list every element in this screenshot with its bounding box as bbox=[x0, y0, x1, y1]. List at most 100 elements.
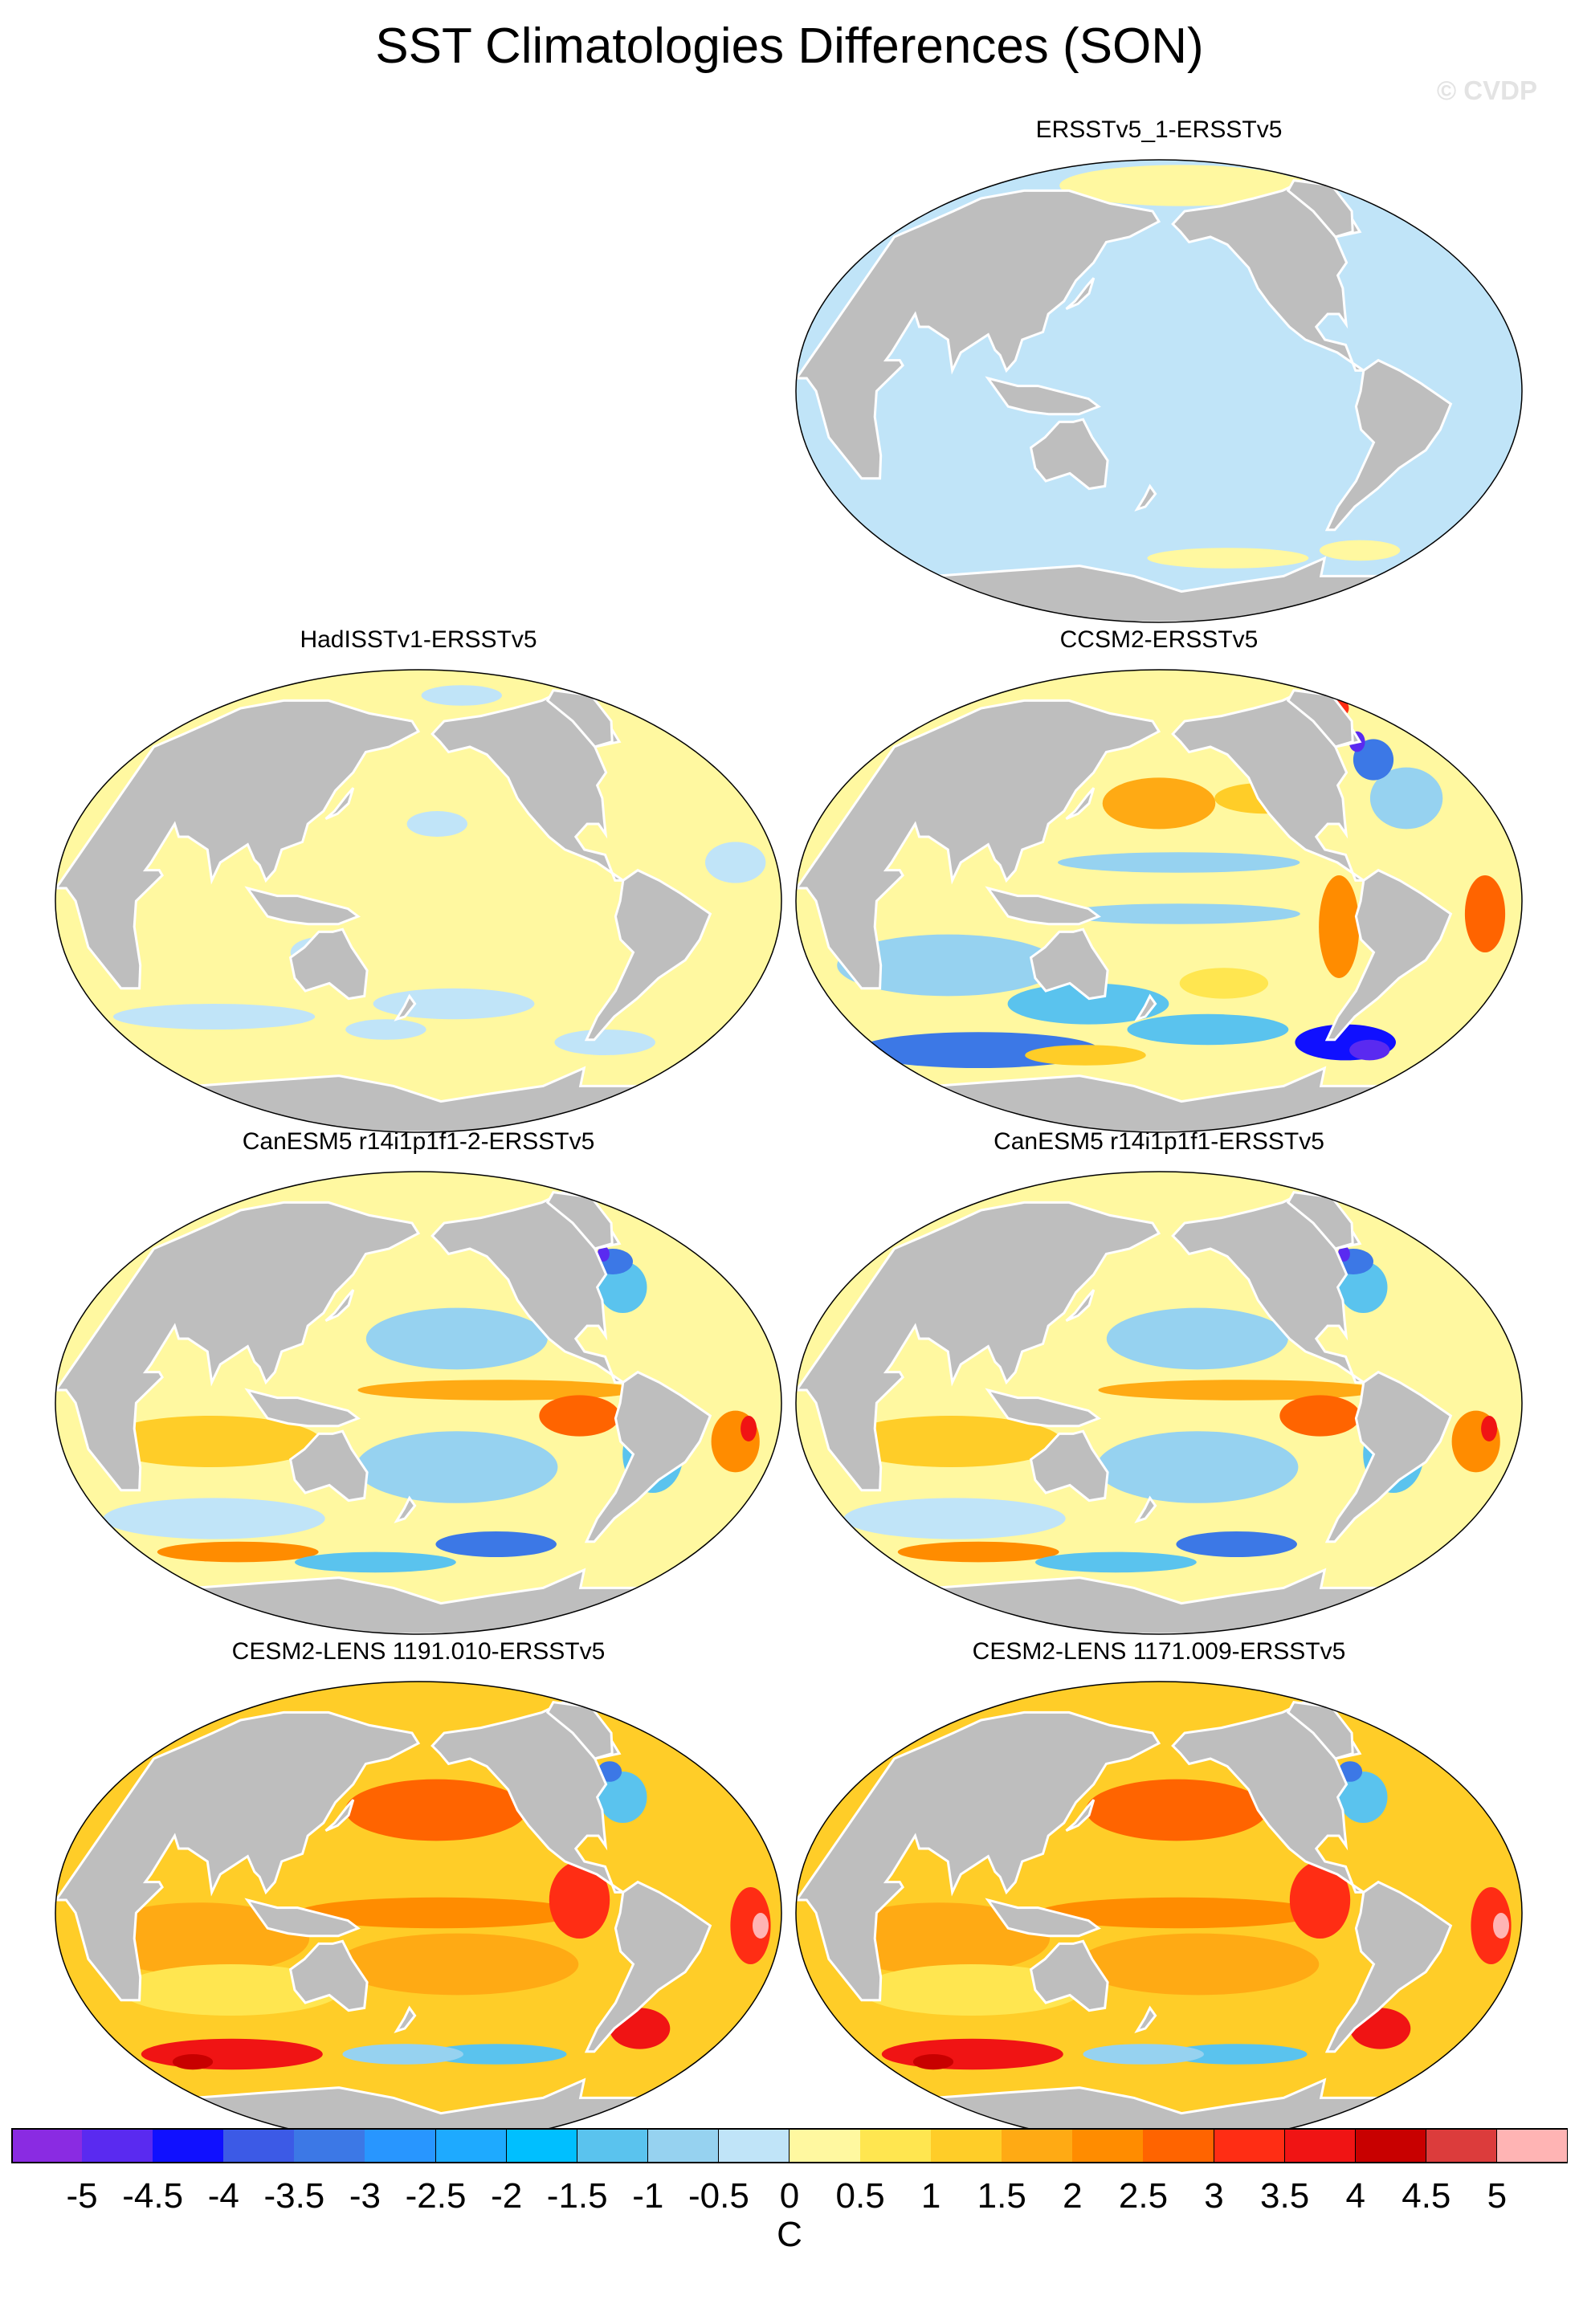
land-mass bbox=[1065, 1289, 1096, 1322]
anomaly-region bbox=[406, 811, 467, 837]
anomaly-region bbox=[912, 2054, 954, 2070]
anomaly-region bbox=[1025, 1045, 1146, 1066]
anomaly-region bbox=[843, 1498, 1066, 1539]
land-mass bbox=[394, 993, 417, 1021]
anomaly-region bbox=[113, 1004, 316, 1029]
colorbar-tick-label: -2.5 bbox=[405, 2176, 467, 2216]
anomaly-region bbox=[598, 1262, 647, 1313]
anomaly-region bbox=[120, 1964, 342, 2016]
anomaly-region bbox=[860, 1964, 1083, 2016]
land-mass bbox=[796, 699, 1161, 990]
land-mass bbox=[1065, 1799, 1096, 1832]
colorbar-tick-label: 4.5 bbox=[1402, 2176, 1451, 2216]
world-map bbox=[795, 1171, 1523, 1635]
land-mass bbox=[1029, 1939, 1109, 2012]
map-panel: CCSM2-ERSSTv5 bbox=[794, 626, 1524, 1140]
map-panel: CESM2-LENS 1171.009-ERSSTv5 bbox=[794, 1638, 1524, 2152]
map-border bbox=[795, 669, 1523, 1133]
colorbar-segment bbox=[82, 2128, 153, 2163]
map-panel: CESM2-LENS 1191.010-ERSSTv5 bbox=[53, 1638, 784, 2152]
world-map bbox=[795, 159, 1523, 623]
colorbar-segment bbox=[647, 2128, 720, 2163]
colorbar-segment bbox=[931, 2128, 1002, 2163]
anomaly-region bbox=[297, 1897, 580, 1929]
panel-title: ERSSTv5_1-ERSSTv5 bbox=[1035, 116, 1283, 143]
map-panel: ERSSTv5_1-ERSSTv5 bbox=[794, 116, 1524, 630]
land-mass bbox=[324, 787, 355, 820]
anomaly-region bbox=[897, 1541, 1059, 1563]
anomaly-region bbox=[345, 1779, 527, 1841]
colorbar-segment bbox=[860, 2128, 932, 2163]
colorbar-tick-label: -4 bbox=[207, 2176, 239, 2216]
colorbar-tick-label: -3.5 bbox=[263, 2176, 325, 2216]
land-mass bbox=[244, 886, 361, 926]
land-mass bbox=[584, 868, 712, 1042]
panel-title: CESM2-LENS 1191.010-ERSSTv5 bbox=[231, 1638, 606, 1665]
land-mass bbox=[545, 688, 614, 748]
colorbar-tick-label: -5 bbox=[66, 2176, 98, 2216]
colorbar-tick-label: 0.5 bbox=[835, 2176, 885, 2216]
colorbar-segment bbox=[1426, 2128, 1498, 2163]
colorbar-units-label: C bbox=[777, 2215, 802, 2254]
land-mass bbox=[55, 1710, 421, 2002]
colorbar-segment bbox=[1496, 2128, 1569, 2163]
panel-title: CCSM2-ERSSTv5 bbox=[1059, 626, 1259, 653]
colorbar-segment bbox=[365, 2128, 437, 2163]
colorbar-tick-label: 2.5 bbox=[1118, 2176, 1169, 2216]
anomaly-region bbox=[1038, 1897, 1320, 1929]
land-mass bbox=[1134, 483, 1157, 512]
land-mass bbox=[1134, 1495, 1157, 1523]
colorbar-tick-label: 5 bbox=[1487, 2176, 1508, 2216]
land-mass bbox=[1324, 1370, 1453, 1543]
land-mass bbox=[190, 1568, 647, 1634]
anomaly-region bbox=[1339, 1262, 1388, 1313]
colorbar-segment bbox=[11, 2128, 83, 2163]
anomaly-region bbox=[103, 1498, 325, 1539]
colorbar-segment bbox=[153, 2128, 224, 2163]
land-mass bbox=[985, 376, 1101, 416]
land-mass bbox=[394, 2005, 417, 2033]
anomaly-region bbox=[1319, 875, 1360, 978]
watermark: © CVDP bbox=[1436, 75, 1537, 105]
anomaly-region bbox=[1058, 852, 1300, 873]
land-mass bbox=[1324, 868, 1453, 1042]
anomaly-region bbox=[1481, 1416, 1498, 1441]
anomaly-region bbox=[753, 1913, 769, 1939]
anomaly-region bbox=[1339, 1772, 1388, 1823]
anomaly-region bbox=[87, 1902, 310, 1975]
colorbar-tick-label: -4.5 bbox=[122, 2176, 184, 2216]
land-mass bbox=[796, 1710, 1161, 2002]
land-mass bbox=[1029, 1429, 1109, 1502]
anomaly-region bbox=[1147, 548, 1309, 569]
land-mass bbox=[324, 1289, 355, 1322]
land-mass bbox=[288, 928, 369, 1001]
anomaly-region bbox=[1179, 968, 1269, 999]
land-mass bbox=[1029, 418, 1109, 491]
land-mass bbox=[1324, 358, 1453, 532]
land-mass bbox=[244, 1898, 361, 1938]
map-border bbox=[795, 159, 1523, 623]
panel-title: CanESM5 r14i1p1f1-ERSSTv5 bbox=[994, 1128, 1324, 1155]
land-mass bbox=[244, 1388, 361, 1428]
land-mass bbox=[931, 1066, 1388, 1132]
world-map bbox=[55, 1171, 782, 1635]
land-mass bbox=[288, 1939, 369, 2012]
anomaly-region bbox=[827, 1902, 1051, 1975]
colorbar-segment bbox=[435, 2128, 508, 2163]
panel-title: CanESM5 r14i1p1f1-2-ERSSTv5 bbox=[242, 1128, 595, 1155]
anomaly-region bbox=[1086, 1779, 1267, 1841]
anomaly-region bbox=[1369, 767, 1443, 830]
colorbar-tick-label: 0 bbox=[779, 2176, 800, 2216]
colorbar-tick-label: -1 bbox=[632, 2176, 664, 2216]
map-border bbox=[795, 1171, 1523, 1635]
land-mass bbox=[985, 1898, 1101, 1938]
colorbar-tick-label: 2 bbox=[1063, 2176, 1083, 2216]
anomaly-region bbox=[1058, 903, 1300, 924]
anomaly-region bbox=[1127, 1013, 1289, 1046]
colorbar-segment bbox=[1072, 2128, 1144, 2163]
anomaly-region bbox=[1464, 875, 1506, 952]
land-mass bbox=[1134, 993, 1157, 1021]
land-mass bbox=[1324, 1880, 1453, 2053]
land-mass bbox=[545, 1700, 614, 1760]
anomaly-region bbox=[157, 1541, 319, 1563]
